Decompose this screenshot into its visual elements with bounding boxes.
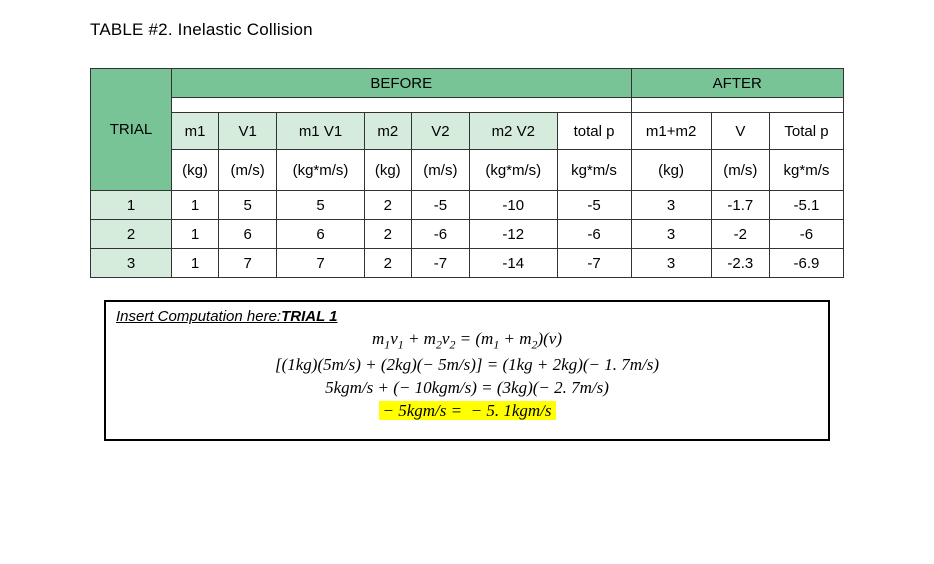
unit-m1m2: (kg) (631, 150, 711, 191)
col-m2: m2 (364, 113, 411, 150)
table-row: 1 1 5 5 2 -5 -10 -5 3 -1.7 -5.1 (91, 191, 844, 220)
col-V1: V1 (219, 113, 277, 150)
unit-V: (m/s) (711, 150, 769, 191)
unit-m1: (kg) (172, 150, 219, 191)
equation-line: [(1kg)(5m/s) + (2kg)(− 5m/s)] = (1kg + 2… (116, 355, 818, 375)
table-row: 2 1 6 6 2 -6 -12 -6 3 -2 -6 (91, 220, 844, 249)
trial-header: TRIAL (91, 69, 172, 191)
equation-line: m1v1 + m2v2 = (m1 + m2)(v) (116, 329, 818, 352)
col-m1V1: m1 V1 (277, 113, 365, 150)
col-m1: m1 (172, 113, 219, 150)
table-header-row: m1 V1 m1 V1 m2 V2 m2 V2 total p m1+m2 V … (91, 113, 844, 150)
equation-line: 5kgm/s + (− 10kgm/s) = (3kg)(− 2. 7m/s) (116, 378, 818, 398)
unit-V1: (m/s) (219, 150, 277, 191)
col-V2: V2 (411, 113, 469, 150)
before-header: BEFORE (172, 69, 632, 98)
equation-line-highlight: − 5kgm/s = − 5. 1kgm/s (116, 401, 818, 421)
table-row: 3 1 7 7 2 -7 -14 -7 3 -2.3 -6.9 (91, 249, 844, 278)
unit-V2: (m/s) (411, 150, 469, 191)
unit-m2V2: (kg*m/s) (470, 150, 558, 191)
col-Totalp2: Total p (769, 113, 843, 150)
table-title: TABLE #2. Inelastic Collision (90, 20, 844, 40)
computation-heading: Insert Computation here:TRIAL 1 (116, 308, 338, 325)
trial-number: 1 (91, 191, 172, 220)
col-m2V2: m2 V2 (470, 113, 558, 150)
unit-m1V1: (kg*m/s) (277, 150, 365, 191)
trial-number: 3 (91, 249, 172, 278)
computation-box: Insert Computation here:TRIAL 1 m1v1 + m… (104, 300, 830, 441)
table-units-row: (kg) (m/s) (kg*m/s) (kg) (m/s) (kg*m/s) … (91, 150, 844, 191)
unit-totalp: kg*m/s (557, 150, 631, 191)
col-totalp: total p (557, 113, 631, 150)
col-V: V (711, 113, 769, 150)
unit-Totalp2: kg*m/s (769, 150, 843, 191)
after-header: AFTER (631, 69, 844, 98)
unit-m2: (kg) (364, 150, 411, 191)
col-m1m2: m1+m2 (631, 113, 711, 150)
collision-table: TRIAL BEFORE AFTER m1 V1 m1 V1 m2 V2 m2 … (90, 68, 844, 278)
trial-number: 2 (91, 220, 172, 249)
